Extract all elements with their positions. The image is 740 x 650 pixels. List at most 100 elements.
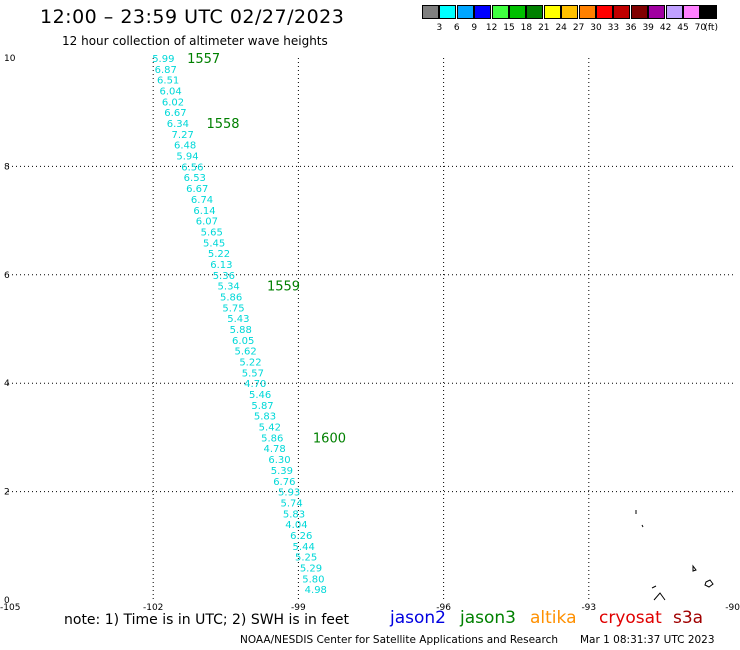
time-label: 1600 (313, 431, 346, 446)
color-swatch (422, 5, 439, 19)
y-tick-label: 2 (4, 488, 10, 498)
wave-height-point: 6.05 (232, 336, 254, 347)
wave-height-point: 5.65 (201, 227, 223, 238)
wave-height-point: 5.87 (251, 401, 273, 412)
color-swatch (439, 5, 457, 19)
wave-height-point: 4.04 (285, 520, 307, 531)
wave-height-point: 6.14 (193, 206, 215, 217)
wave-height-point: 6.74 (191, 195, 213, 206)
wave-height-point: 6.34 (167, 119, 189, 130)
wave-height-point: 5.86 (261, 433, 283, 444)
color-scale-label: 45 (677, 23, 689, 33)
wave-height-point: 5.88 (230, 325, 252, 336)
color-swatch (561, 5, 579, 19)
wave-height-point: 6.07 (196, 217, 218, 228)
color-swatch (474, 5, 492, 19)
color-swatch (665, 5, 683, 19)
color-scale-label: 27 (572, 23, 585, 33)
color-scale-label: 6 (453, 23, 460, 33)
x-tick-label: -93 (581, 603, 596, 613)
wave-height-point: 5.74 (280, 498, 302, 509)
color-scale-label: 30 (590, 23, 602, 33)
color-swatch (578, 5, 596, 19)
wave-height-point: 6.76 (273, 477, 295, 488)
color-swatch (526, 5, 544, 19)
wave-height-point: 5.34 (218, 282, 240, 293)
legend-cryosat: cryosat (599, 608, 662, 628)
wave-height-point: 5.39 (271, 466, 293, 477)
time-label: 1558 (206, 117, 239, 132)
color-scale-label: 36 (625, 23, 637, 33)
color-scale-label: 18 (520, 23, 533, 33)
wave-height-point: 6.53 (184, 173, 206, 184)
color-scale-label: 70 (694, 23, 707, 33)
wave-height-point: 5.42 (259, 423, 281, 434)
color-scale-label: 12 (485, 23, 498, 33)
wave-height-point: 5.25 (295, 553, 317, 564)
wave-height-point: 6.67 (186, 184, 208, 195)
color-scale-label: 42 (659, 23, 672, 33)
color-scale-label: 21 (538, 23, 550, 33)
footer-organization: NOAA/NESDIS Center for Satellite Applica… (240, 634, 558, 646)
wave-height-point: 5.93 (278, 488, 300, 499)
page-subtitle: 12 hour collection of altimeter wave hei… (62, 34, 328, 48)
x-tick-label: -102 (143, 603, 163, 613)
wave-height-point: 5.99 (152, 54, 174, 65)
wave-height-point: 6.67 (164, 108, 186, 119)
wave-height-point: 5.80 (302, 574, 324, 585)
color-scale-label: 9 (471, 23, 478, 33)
y-tick-label: 6 (4, 271, 10, 281)
coastline-fragment (692, 564, 697, 572)
wave-height-point: 4.78 (264, 444, 286, 455)
wave-height-point: 6.48 (174, 141, 196, 152)
wave-height-point: 6.56 (181, 162, 203, 173)
x-tick-label: -96 (436, 603, 451, 613)
wave-height-point: 4.70 (244, 379, 266, 390)
wave-height-point: 5.22 (208, 249, 230, 260)
x-tick-label: -105 (0, 603, 20, 613)
wave-height-point: 5.44 (293, 542, 315, 553)
y-tick-label: 8 (4, 162, 10, 172)
coastline-fragment (704, 579, 714, 588)
wave-height-point: 6.30 (268, 455, 290, 466)
legend-jason2: jason2 (390, 608, 446, 628)
wave-height-point: 6.51 (157, 76, 179, 87)
color-swatch (630, 5, 648, 19)
color-swatch (596, 5, 613, 19)
color-swatch (509, 5, 526, 19)
y-tick-label: 0 (4, 596, 10, 606)
coastline-fragment (653, 592, 666, 601)
wave-height-point: 5.94 (176, 152, 198, 163)
color-swatch (700, 5, 718, 19)
color-scale-label: 3 (436, 23, 443, 33)
wave-height-point: 6.13 (210, 260, 232, 271)
wave-height-point: 5.29 (300, 563, 322, 574)
color-scale-label: 24 (555, 23, 567, 33)
x-tick-label: -99 (291, 603, 306, 613)
page-title: 12:00 – 23:59 UTC 02/27/2023 (40, 6, 345, 28)
wave-height-point: 5.46 (249, 390, 271, 401)
wave-height-point: 5.43 (227, 314, 249, 325)
wave-height-point: 5.45 (203, 238, 225, 249)
wave-height-point: 5.83 (283, 509, 305, 520)
x-tick-label: -90 (725, 603, 740, 613)
color-scale-label: 39 (642, 23, 654, 33)
wave-height-point: 4.98 (305, 585, 327, 596)
color-swatch (683, 5, 700, 19)
wave-height-point: 6.04 (159, 87, 181, 98)
wave-height-point: 5.83 (254, 412, 276, 423)
color-scale-label: 15 (503, 23, 515, 33)
wave-height-point: 5.62 (234, 347, 256, 358)
wave-height-point: 5.57 (242, 368, 264, 379)
wave-height-point: 5.22 (239, 358, 261, 369)
wave-height-point: 7.27 (172, 130, 194, 141)
wave-height-point: 5.75 (222, 303, 244, 314)
y-tick-label: 4 (4, 379, 10, 389)
time-label: 1559 (267, 280, 300, 295)
wave-height-point: 6.26 (290, 531, 312, 542)
color-scale-unit: (ft) (704, 23, 718, 33)
coastline-fragment (651, 585, 657, 589)
note-text: note: 1) Time is in UTC; 2) SWH is in fe… (64, 612, 350, 628)
color-swatch (648, 5, 666, 19)
